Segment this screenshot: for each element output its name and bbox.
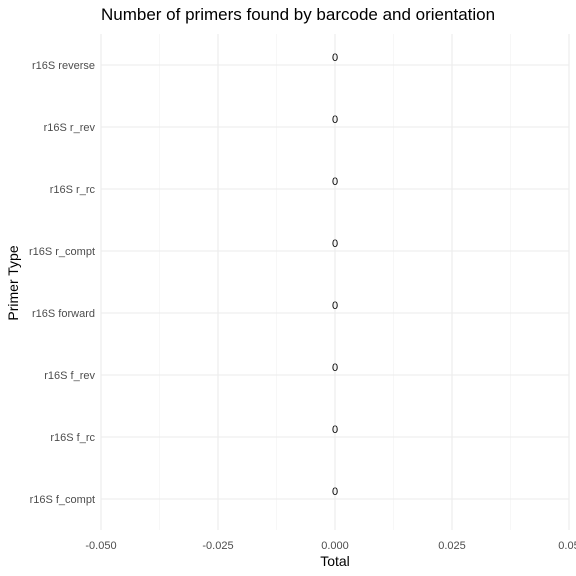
x-tick-labels: -0.050 -0.025 0.000 0.025 0.05 — [85, 540, 576, 552]
y-tick-label: r16S f_rc — [50, 432, 95, 444]
y-tick-label: r16S reverse — [32, 60, 95, 72]
y-tick-label: r16S forward — [32, 308, 95, 320]
x-tick-label: -0.025 — [202, 540, 233, 552]
x-tick-label: 0.05 — [558, 540, 576, 552]
data-label: 0 — [332, 300, 338, 312]
x-axis-title: Total — [320, 553, 350, 569]
grid-layer — [100, 34, 570, 530]
x-tick-label: 0.025 — [438, 540, 466, 552]
chart-title: Number of primers found by barcode and o… — [101, 5, 495, 24]
y-tick-label: r16S f_rev — [44, 370, 95, 382]
y-tick-label: r16S r_rev — [44, 122, 96, 134]
y-axis-title: Primer Type — [5, 245, 21, 320]
data-label: 0 — [332, 52, 338, 64]
y-tick-label: r16S f_compt — [30, 494, 95, 506]
data-label: 0 — [332, 486, 338, 498]
y-tick-label: r16S r_rc — [50, 184, 96, 196]
x-tick-label: 0.000 — [321, 540, 349, 552]
data-label: 0 — [332, 362, 338, 374]
x-tick-label: -0.050 — [85, 540, 116, 552]
y-tick-label: r16S r_compt — [29, 246, 95, 258]
data-label: 0 — [332, 424, 338, 436]
data-label-layer: 0 0 0 0 0 0 0 0 — [332, 52, 338, 498]
data-label: 0 — [332, 176, 338, 188]
data-label: 0 — [332, 114, 338, 126]
y-tick-labels: r16S reverse r16S r_rev r16S r_rc r16S r_co… — [29, 60, 96, 506]
data-label: 0 — [332, 238, 338, 250]
